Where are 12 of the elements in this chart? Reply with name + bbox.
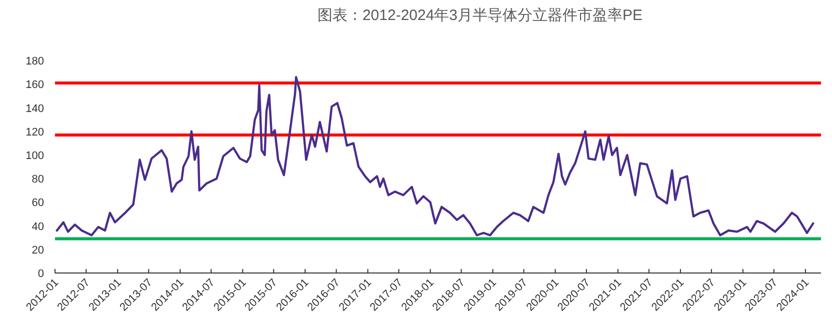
- y-tick-label: 120: [26, 126, 44, 138]
- y-tick-label: 140: [26, 102, 44, 115]
- y-tick-label: 0: [38, 268, 44, 280]
- y-tick-label: 40: [32, 220, 44, 233]
- y-tick-label: 180: [26, 56, 44, 68]
- line-series: [56, 76, 814, 236]
- y-tick-label: 80: [32, 174, 44, 186]
- y-tick-label: 60: [32, 197, 44, 210]
- y-tick-label: 100: [26, 150, 44, 162]
- chart-title: 图表：2012-2024年3月半导体分立器件市盈率PE: [317, 7, 643, 24]
- y-tick-label: 160: [26, 79, 44, 92]
- y-tick-label: 20: [32, 244, 44, 256]
